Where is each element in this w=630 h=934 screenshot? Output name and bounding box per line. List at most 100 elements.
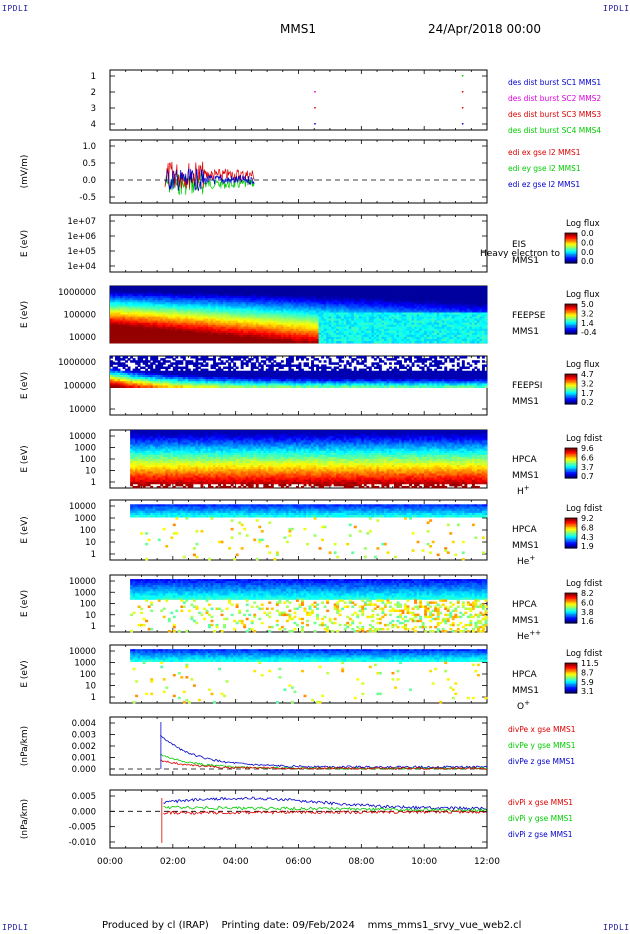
heatmap-cell [288,316,292,319]
heatmap-cell [383,304,387,307]
heatmap-cell [444,318,448,322]
heatmap-cell [120,304,123,307]
heatmap-cell [152,320,156,324]
heatmap-cell [316,304,320,307]
heatmap-cell [343,310,347,313]
heatmap-cell [416,296,420,299]
heatmap-cell [187,292,191,295]
heatmap-cell [162,340,166,344]
heatmap-cell [137,320,141,324]
heatmap-cell [394,294,397,297]
heatmap-cell [401,302,405,305]
heatmap-cell [366,288,370,291]
heatmap-cell [293,312,297,315]
heatmap-cell [363,322,367,326]
heatmap-cell [328,336,332,340]
heatmap-cell [434,318,438,322]
heatmap-cell [130,322,134,326]
heatmap-cell [117,334,121,338]
heatmap-cell [265,312,269,315]
heatmap-cell [190,308,194,311]
heatmap-cell [260,294,264,297]
heatmap-cell [336,328,340,332]
heatmap-cell [361,292,365,295]
heatmap-cell [406,312,410,315]
heatmap-cell [383,286,387,289]
heatmap-cell [436,336,440,340]
heatmap-cell [351,332,355,336]
heatmap-cell [137,318,141,322]
heatmap-cell [140,308,144,311]
heatmap-cell [215,308,219,311]
heatmap-cell [147,326,151,330]
heatmap-cell [162,310,166,313]
heatmap-cell [225,324,229,328]
heatmap-cell [275,292,279,295]
heatmap-cell [132,340,136,344]
heatmap-cell [177,314,181,317]
heatmap-cell [215,338,219,342]
heatmap-cell [208,304,211,307]
heatmap-cell [431,328,435,332]
heatmap-cell [140,302,144,305]
heatmap-cell [394,290,397,293]
heatmap-cell [253,314,257,317]
heatmap-cell [378,290,382,293]
heatmap-cell [140,312,144,315]
heatmap-cell [213,300,216,303]
heatmap-cell [326,316,330,319]
heatmap-cell [235,314,239,317]
heatmap-cell [180,332,184,336]
heatmap-cell [127,304,131,307]
heatmap-cell [127,326,131,330]
heatmap-cell [416,332,420,336]
heatmap-cell [165,332,169,336]
heatmap-cell [255,286,259,289]
heatmap-cell [268,338,272,342]
heatmap-cell [396,330,400,334]
heatmap-cell [358,328,362,332]
heatmap-cell [396,332,400,336]
heatmap-cell [391,322,395,326]
heatmap-cell [338,316,342,319]
heatmap-cell [348,314,352,317]
heatmap-cell [142,356,146,359]
heatmap-cell [381,296,385,299]
heatmap-cell [396,286,400,289]
heatmap-cell [137,338,141,342]
heatmap-cell [394,324,397,328]
heatmap-cell [265,300,269,303]
heatmap-cell [177,338,181,342]
heatmap-cell [441,288,445,291]
heatmap-cell [238,312,242,315]
heatmap-cell [218,306,221,309]
heatmap-cell [313,340,317,344]
heatmap-cell [172,340,176,344]
heatmap-cell [110,306,113,309]
heatmap-cell [270,308,274,311]
heatmap-cell [429,308,433,311]
heatmap-cell [278,290,282,293]
heatmap-cell [170,332,174,336]
heatmap-cell [401,310,405,313]
heatmap-cell [162,318,166,322]
heatmap-cell [240,332,244,336]
heatmap-cell [404,314,407,317]
heatmap-cell [177,290,181,293]
heatmap-cell [208,334,211,338]
heatmap-cell [197,328,201,332]
heatmap-cell [346,288,350,291]
heatmap-cell [341,294,345,297]
heatmap-cell [318,290,322,293]
heatmap-cell [414,318,418,322]
heatmap-cell [434,296,438,299]
heatmap-cell [208,294,211,297]
heatmap-cell [192,294,196,297]
heatmap-cell [110,290,113,293]
heatmap-cell [137,332,141,336]
heatmap-cell [270,332,274,336]
heatmap-cell [416,294,420,297]
heatmap-cell [160,336,164,340]
heatmap-cell [373,314,377,317]
heatmap-cell [275,304,279,307]
